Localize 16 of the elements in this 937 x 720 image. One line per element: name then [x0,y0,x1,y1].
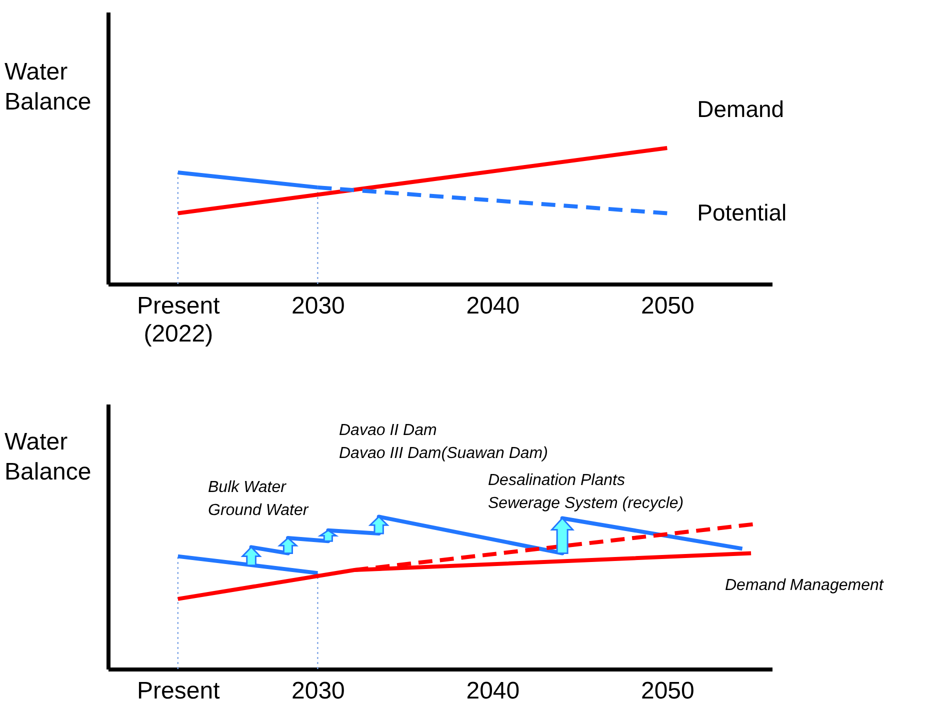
annotation: Bulk Water Ground Water [208,479,309,519]
x-tick-label: 2050 [640,678,694,704]
x-tick-label: Present (2022) [137,292,220,348]
series-label: Potential [697,199,787,226]
y-axis-title: Water Balance [4,428,92,486]
x-tick-label: Present [137,678,220,704]
x-tick-label: 2030 [291,292,345,320]
annotation: Demand Management [725,577,884,594]
y-axis-title: Water Balance [4,58,92,116]
x-tick-label: 2040 [466,678,520,704]
x-tick-label: 2030 [291,678,345,704]
x-tick-label: 2050 [640,292,694,320]
text: Desalination Plants Sewerage System (recycle) [488,472,684,512]
x-tick-label: 2040 [466,292,520,320]
series-label: Demand [697,96,784,122]
text: Davao II Dam Davao III Dam(Suawan Dam) [339,422,548,462]
